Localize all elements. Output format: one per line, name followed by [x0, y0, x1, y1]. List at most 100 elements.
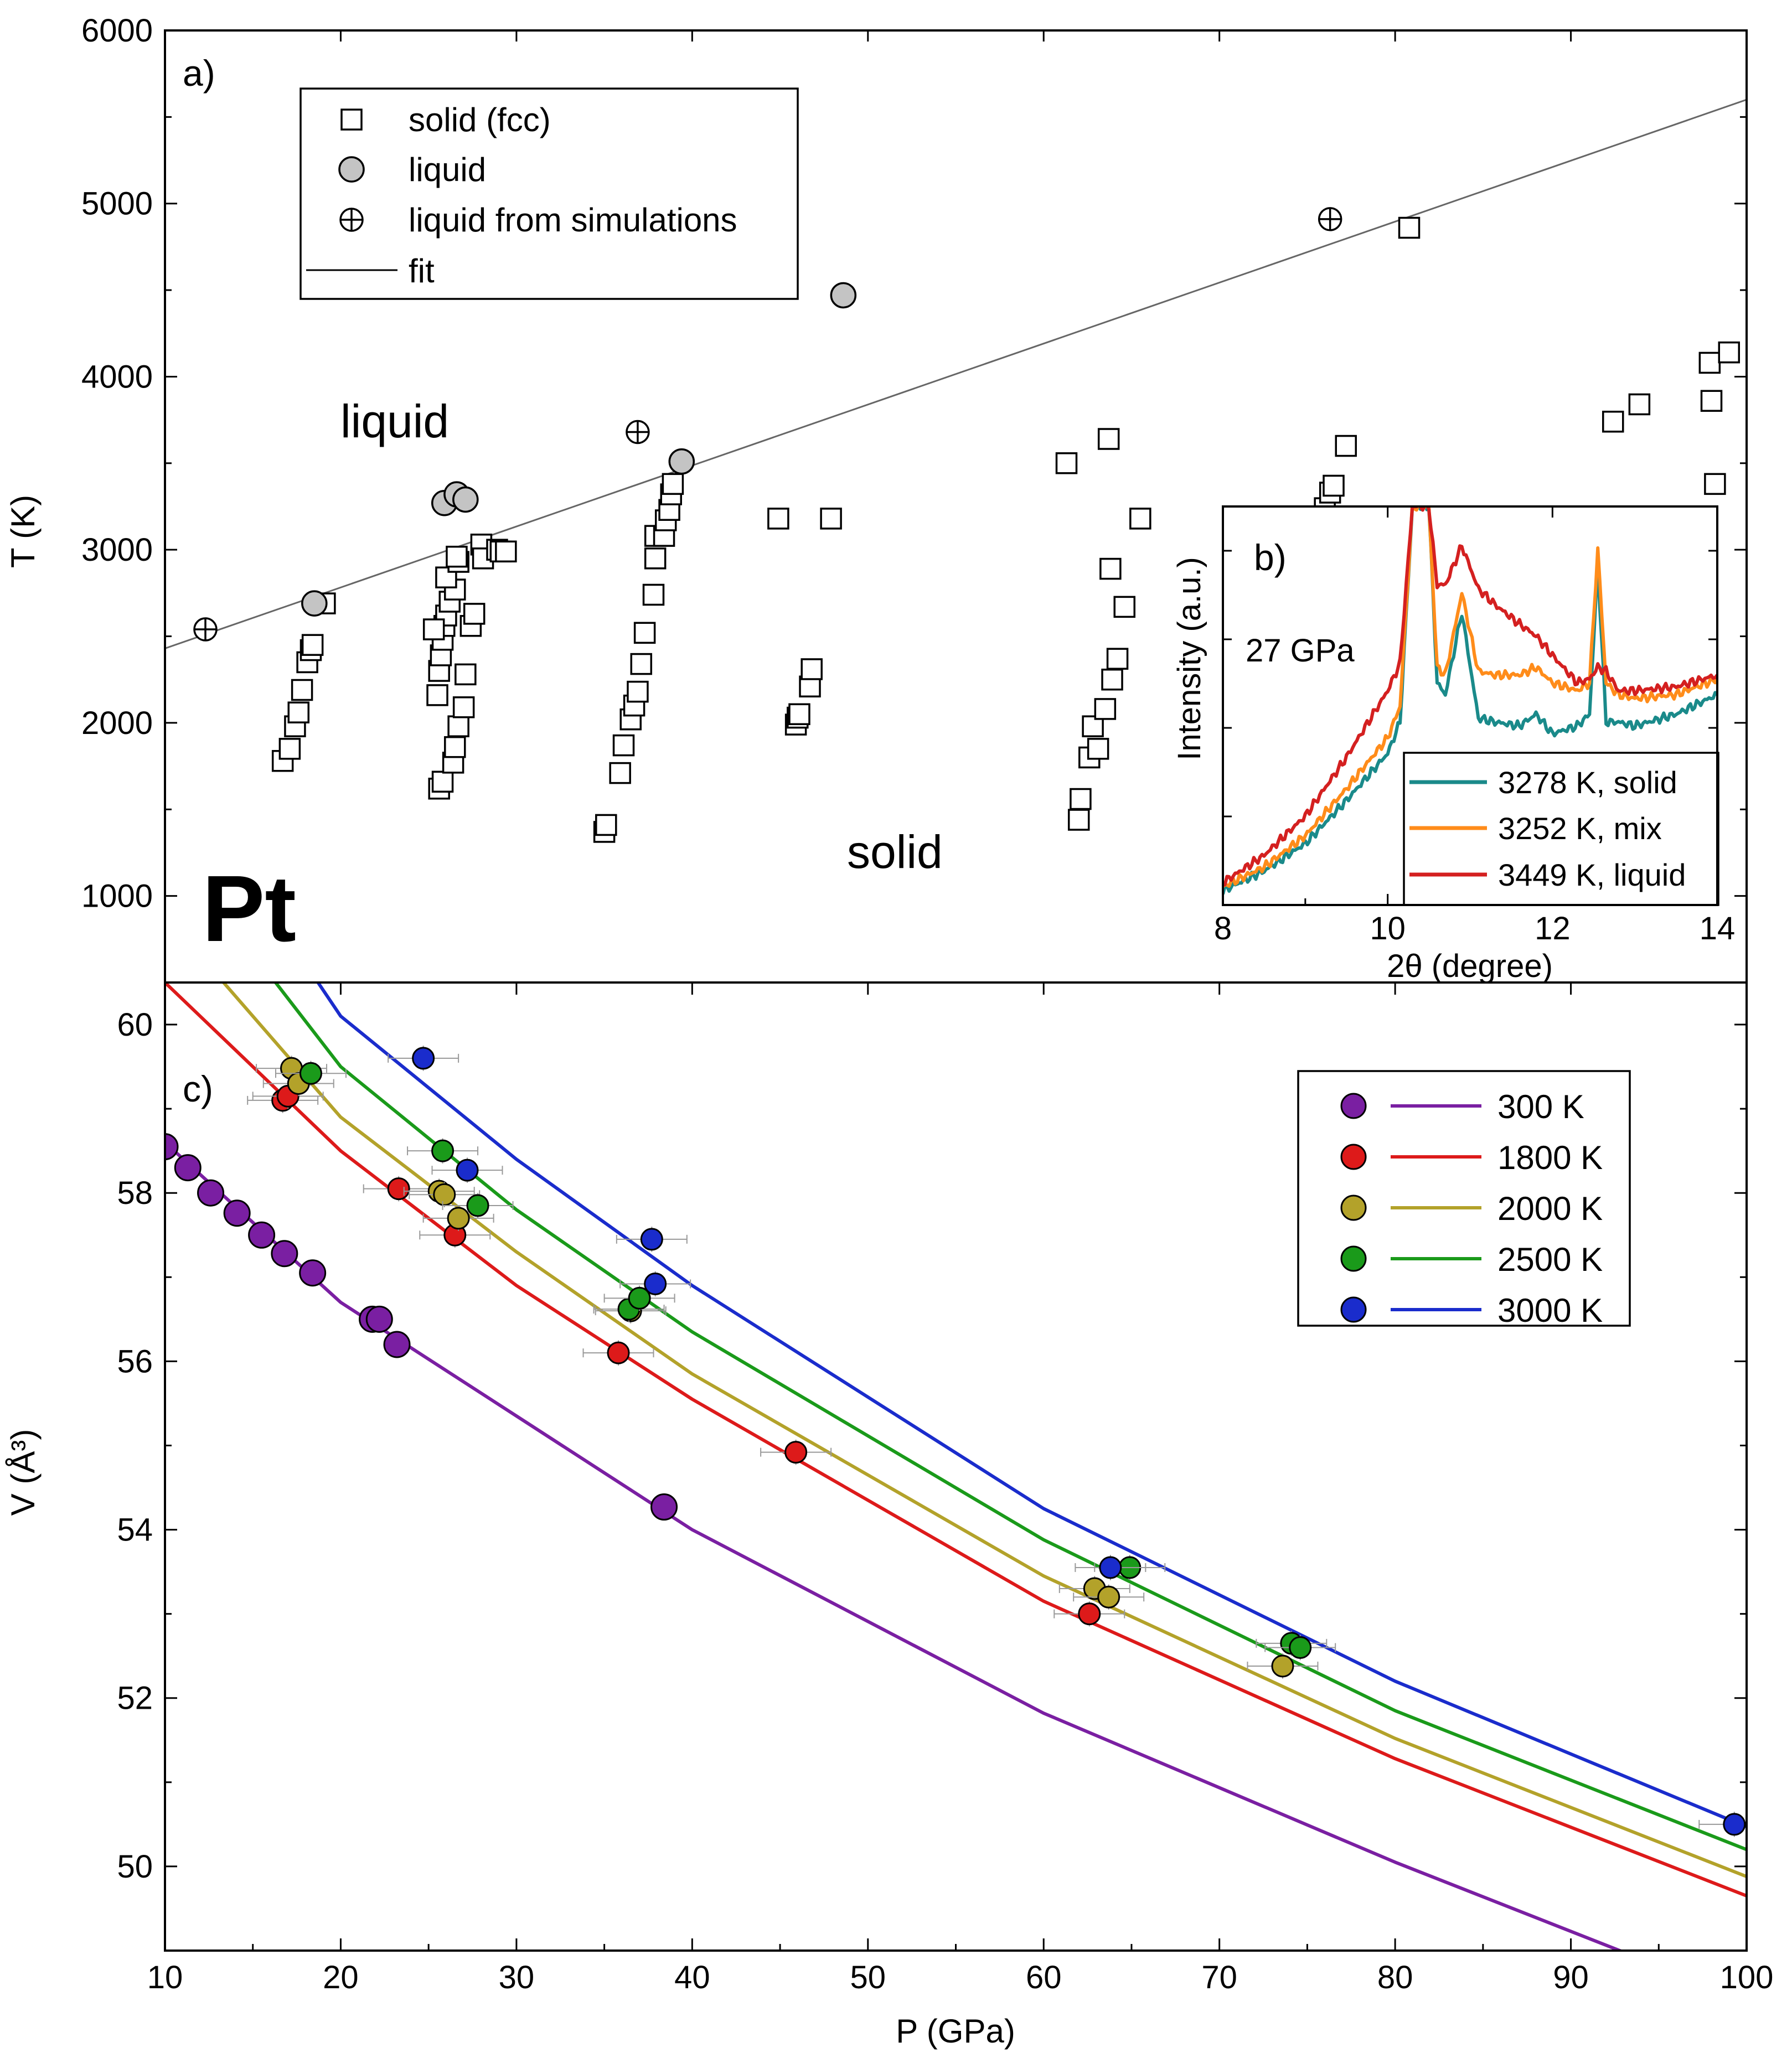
- panel-c-y-tick-label: 58: [117, 1175, 153, 1211]
- panel-a-y-axis-title: T (K): [4, 495, 42, 568]
- data-point-300-K: [272, 1241, 297, 1266]
- data-point-300-K: [300, 1260, 326, 1286]
- solid-fcc-marker: [768, 509, 788, 529]
- solid-fcc-marker: [445, 737, 465, 757]
- solid-fcc-marker: [789, 704, 809, 724]
- data-point-2000-K: [1272, 1656, 1293, 1677]
- panel-a-y-tick-label: 4000: [81, 359, 153, 395]
- solid-fcc-marker: [1095, 699, 1115, 719]
- solid-fcc-marker: [464, 604, 484, 624]
- solid-fcc-marker: [280, 739, 299, 759]
- solid-fcc-marker: [1069, 810, 1089, 830]
- panel-c-x-tick-label: 10: [147, 1959, 183, 1995]
- panel-a-y-tick-label: 5000: [81, 186, 153, 222]
- data-point-3000-K: [1724, 1814, 1745, 1835]
- solid-fcc-marker: [433, 772, 453, 792]
- fit-curve-2000-K: [165, 915, 1747, 1876]
- solid-fcc-marker: [1130, 509, 1150, 529]
- panel-c-y-tick-label: 52: [117, 1680, 153, 1716]
- panel-c-x-tick-label: 90: [1553, 1959, 1589, 1995]
- panel-b-y-axis-title: Intensity (a.u.): [1171, 557, 1207, 760]
- data-point-2000-K: [1098, 1586, 1119, 1607]
- region-label-solid: solid: [847, 826, 943, 878]
- data-point-3000-K: [641, 1229, 662, 1250]
- panel-c-x-tick-label: 70: [1201, 1959, 1237, 1995]
- solid-fcc-marker: [447, 547, 467, 567]
- panel-b-x-tick-label: 10: [1370, 911, 1406, 947]
- panel-c-x-tick-label: 100: [1720, 1959, 1774, 1995]
- legend-marker-3000-K: [1341, 1297, 1366, 1322]
- legend-label-liquid: liquid: [409, 151, 486, 188]
- solid-fcc-marker: [496, 541, 516, 561]
- solid-fcc-marker: [1399, 218, 1419, 238]
- panel-c-x-tick-label: 80: [1377, 1959, 1413, 1995]
- solid-fcc-marker: [1101, 559, 1120, 579]
- solid-fcc-marker: [454, 697, 474, 717]
- solid-fcc-marker: [628, 682, 648, 702]
- element-label: Pt: [202, 856, 296, 961]
- solid-fcc-marker: [292, 680, 312, 700]
- data-point-2500-K: [300, 1063, 321, 1084]
- legend-label-2500-K: 2500 K: [1497, 1241, 1603, 1278]
- data-point-300-K: [224, 1201, 250, 1226]
- data-point-1800-K: [1079, 1604, 1100, 1625]
- solid-fcc-marker: [303, 635, 323, 655]
- legend-marker-2500-K: [1341, 1247, 1366, 1271]
- panel-b-x-tick-label: 14: [1700, 911, 1736, 947]
- data-point-1800-K: [786, 1442, 807, 1463]
- data-point-3000-K: [645, 1273, 666, 1294]
- solid-fcc-marker: [288, 702, 308, 722]
- panel-c-x-tick-label: 20: [323, 1959, 359, 1995]
- data-point-3000-K: [413, 1048, 434, 1069]
- panel-a-y-tick-label: 3000: [81, 532, 153, 568]
- solid-fcc-marker: [1099, 429, 1119, 449]
- solid-fcc-marker: [1705, 474, 1725, 494]
- panel-c-y-tick-label: 56: [117, 1343, 153, 1379]
- data-point-300-K: [366, 1306, 392, 1332]
- legend-label-1800-K: 1800 K: [1497, 1139, 1603, 1176]
- solid-fcc-marker: [645, 549, 665, 568]
- legend-square-marker: [342, 110, 362, 130]
- data-point-300-K: [198, 1180, 224, 1206]
- panel-c-x-axis-title: P (GPa): [896, 2013, 1015, 2050]
- solid-fcc-marker: [456, 664, 476, 684]
- region-label-liquid: liquid: [340, 395, 449, 447]
- liquid-simulation-marker: [194, 618, 216, 640]
- solid-fcc-marker: [424, 619, 444, 639]
- legend-circle-cross-marker: [340, 209, 363, 231]
- solid-fcc-marker: [802, 659, 822, 679]
- panel-b-x-tick-label: 12: [1535, 911, 1571, 947]
- solid-fcc-marker: [610, 763, 630, 783]
- solid-fcc-marker: [1702, 391, 1722, 411]
- legend-label-3449: 3449 K, liquid: [1498, 857, 1686, 892]
- panel-a-legend: solid (fcc) liquid liquid from simulatio…: [301, 89, 798, 299]
- panel-a-label: a): [183, 53, 215, 94]
- solid-fcc-marker: [1603, 412, 1623, 432]
- panel-c-y-axis-title: V (Å³): [4, 1429, 42, 1516]
- phase-diagram-figure: 100020003000400050006000 a) Pt liquid so…: [0, 0, 1792, 2053]
- panel-c-x-tick-label: 60: [1026, 1959, 1062, 1995]
- data-point-2500-K: [432, 1140, 453, 1161]
- legend-circle-marker: [339, 157, 364, 182]
- solid-fcc-marker: [631, 654, 651, 674]
- data-point-300-K: [384, 1332, 410, 1357]
- panel-c-label: c): [183, 1068, 213, 1109]
- panel-a-y-tick-label: 2000: [81, 705, 153, 741]
- data-point-1800-K: [608, 1342, 629, 1363]
- data-point-2500-K: [1290, 1637, 1311, 1658]
- data-point-2500-K: [467, 1195, 488, 1216]
- data-point-300-K: [249, 1222, 275, 1248]
- panel-a-y-tick-label: 1000: [81, 878, 153, 914]
- solid-fcc-marker: [596, 815, 616, 835]
- panel-b-x-tick-label: 8: [1214, 911, 1232, 947]
- data-point-3000-K: [457, 1160, 478, 1181]
- liquid-marker: [302, 591, 327, 616]
- solid-fcc-marker: [1102, 670, 1122, 690]
- pressure-label: 27 GPa: [1246, 633, 1355, 669]
- legend-label-3000-K: 3000 K: [1497, 1292, 1603, 1329]
- panel-c-y-tick-label: 54: [117, 1512, 153, 1548]
- panel-c-x-tick-label: 40: [674, 1959, 710, 1995]
- solid-fcc-marker: [1336, 436, 1356, 456]
- legend-label-300-K: 300 K: [1497, 1088, 1584, 1125]
- solid-fcc-marker: [1088, 739, 1108, 759]
